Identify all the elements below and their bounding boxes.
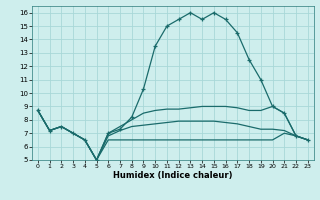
X-axis label: Humidex (Indice chaleur): Humidex (Indice chaleur) <box>113 171 233 180</box>
